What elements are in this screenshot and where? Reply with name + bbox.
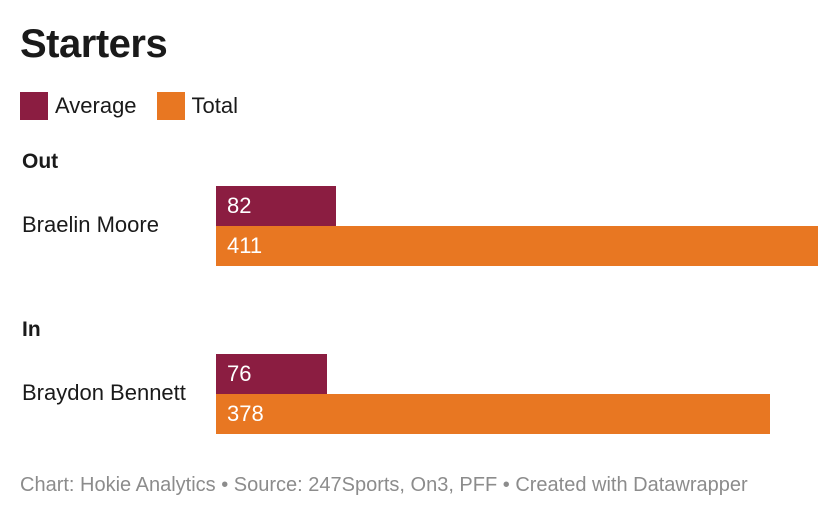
legend-item-total: Total	[156, 92, 239, 120]
legend-label-total: Total	[191, 93, 239, 118]
bar-total-braelin-moore: 411	[216, 226, 818, 266]
legend-swatch-average	[20, 92, 48, 120]
legend-swatch-total	[156, 92, 185, 120]
legend-label-average: Average	[55, 93, 137, 118]
value-label-total-braelin-moore: 411	[227, 233, 263, 258]
value-label-total-braydon-bennett: 378	[227, 401, 264, 426]
value-label-average-braydon-bennett: 76	[227, 361, 252, 386]
bar-total-braydon-bennett: 378	[216, 394, 770, 434]
chart-title: Starters	[20, 22, 168, 66]
row-label-braelin-moore: Braelin Moore	[22, 212, 159, 237]
row-label-braydon-bennett: Braydon Bennett	[22, 380, 186, 405]
bar-average-braelin-moore: 82	[216, 186, 337, 226]
group-label-in: In	[22, 318, 41, 341]
value-label-average-braelin-moore: 82	[227, 193, 252, 218]
legend-item-average: Average	[20, 92, 137, 120]
group-label-out: Out	[22, 150, 59, 173]
legend: Average Total	[20, 92, 258, 120]
chart-footer: Chart: Hokie Analytics • Source: 247Spor…	[20, 474, 748, 496]
bar-average-braydon-bennett: 76	[216, 354, 328, 394]
